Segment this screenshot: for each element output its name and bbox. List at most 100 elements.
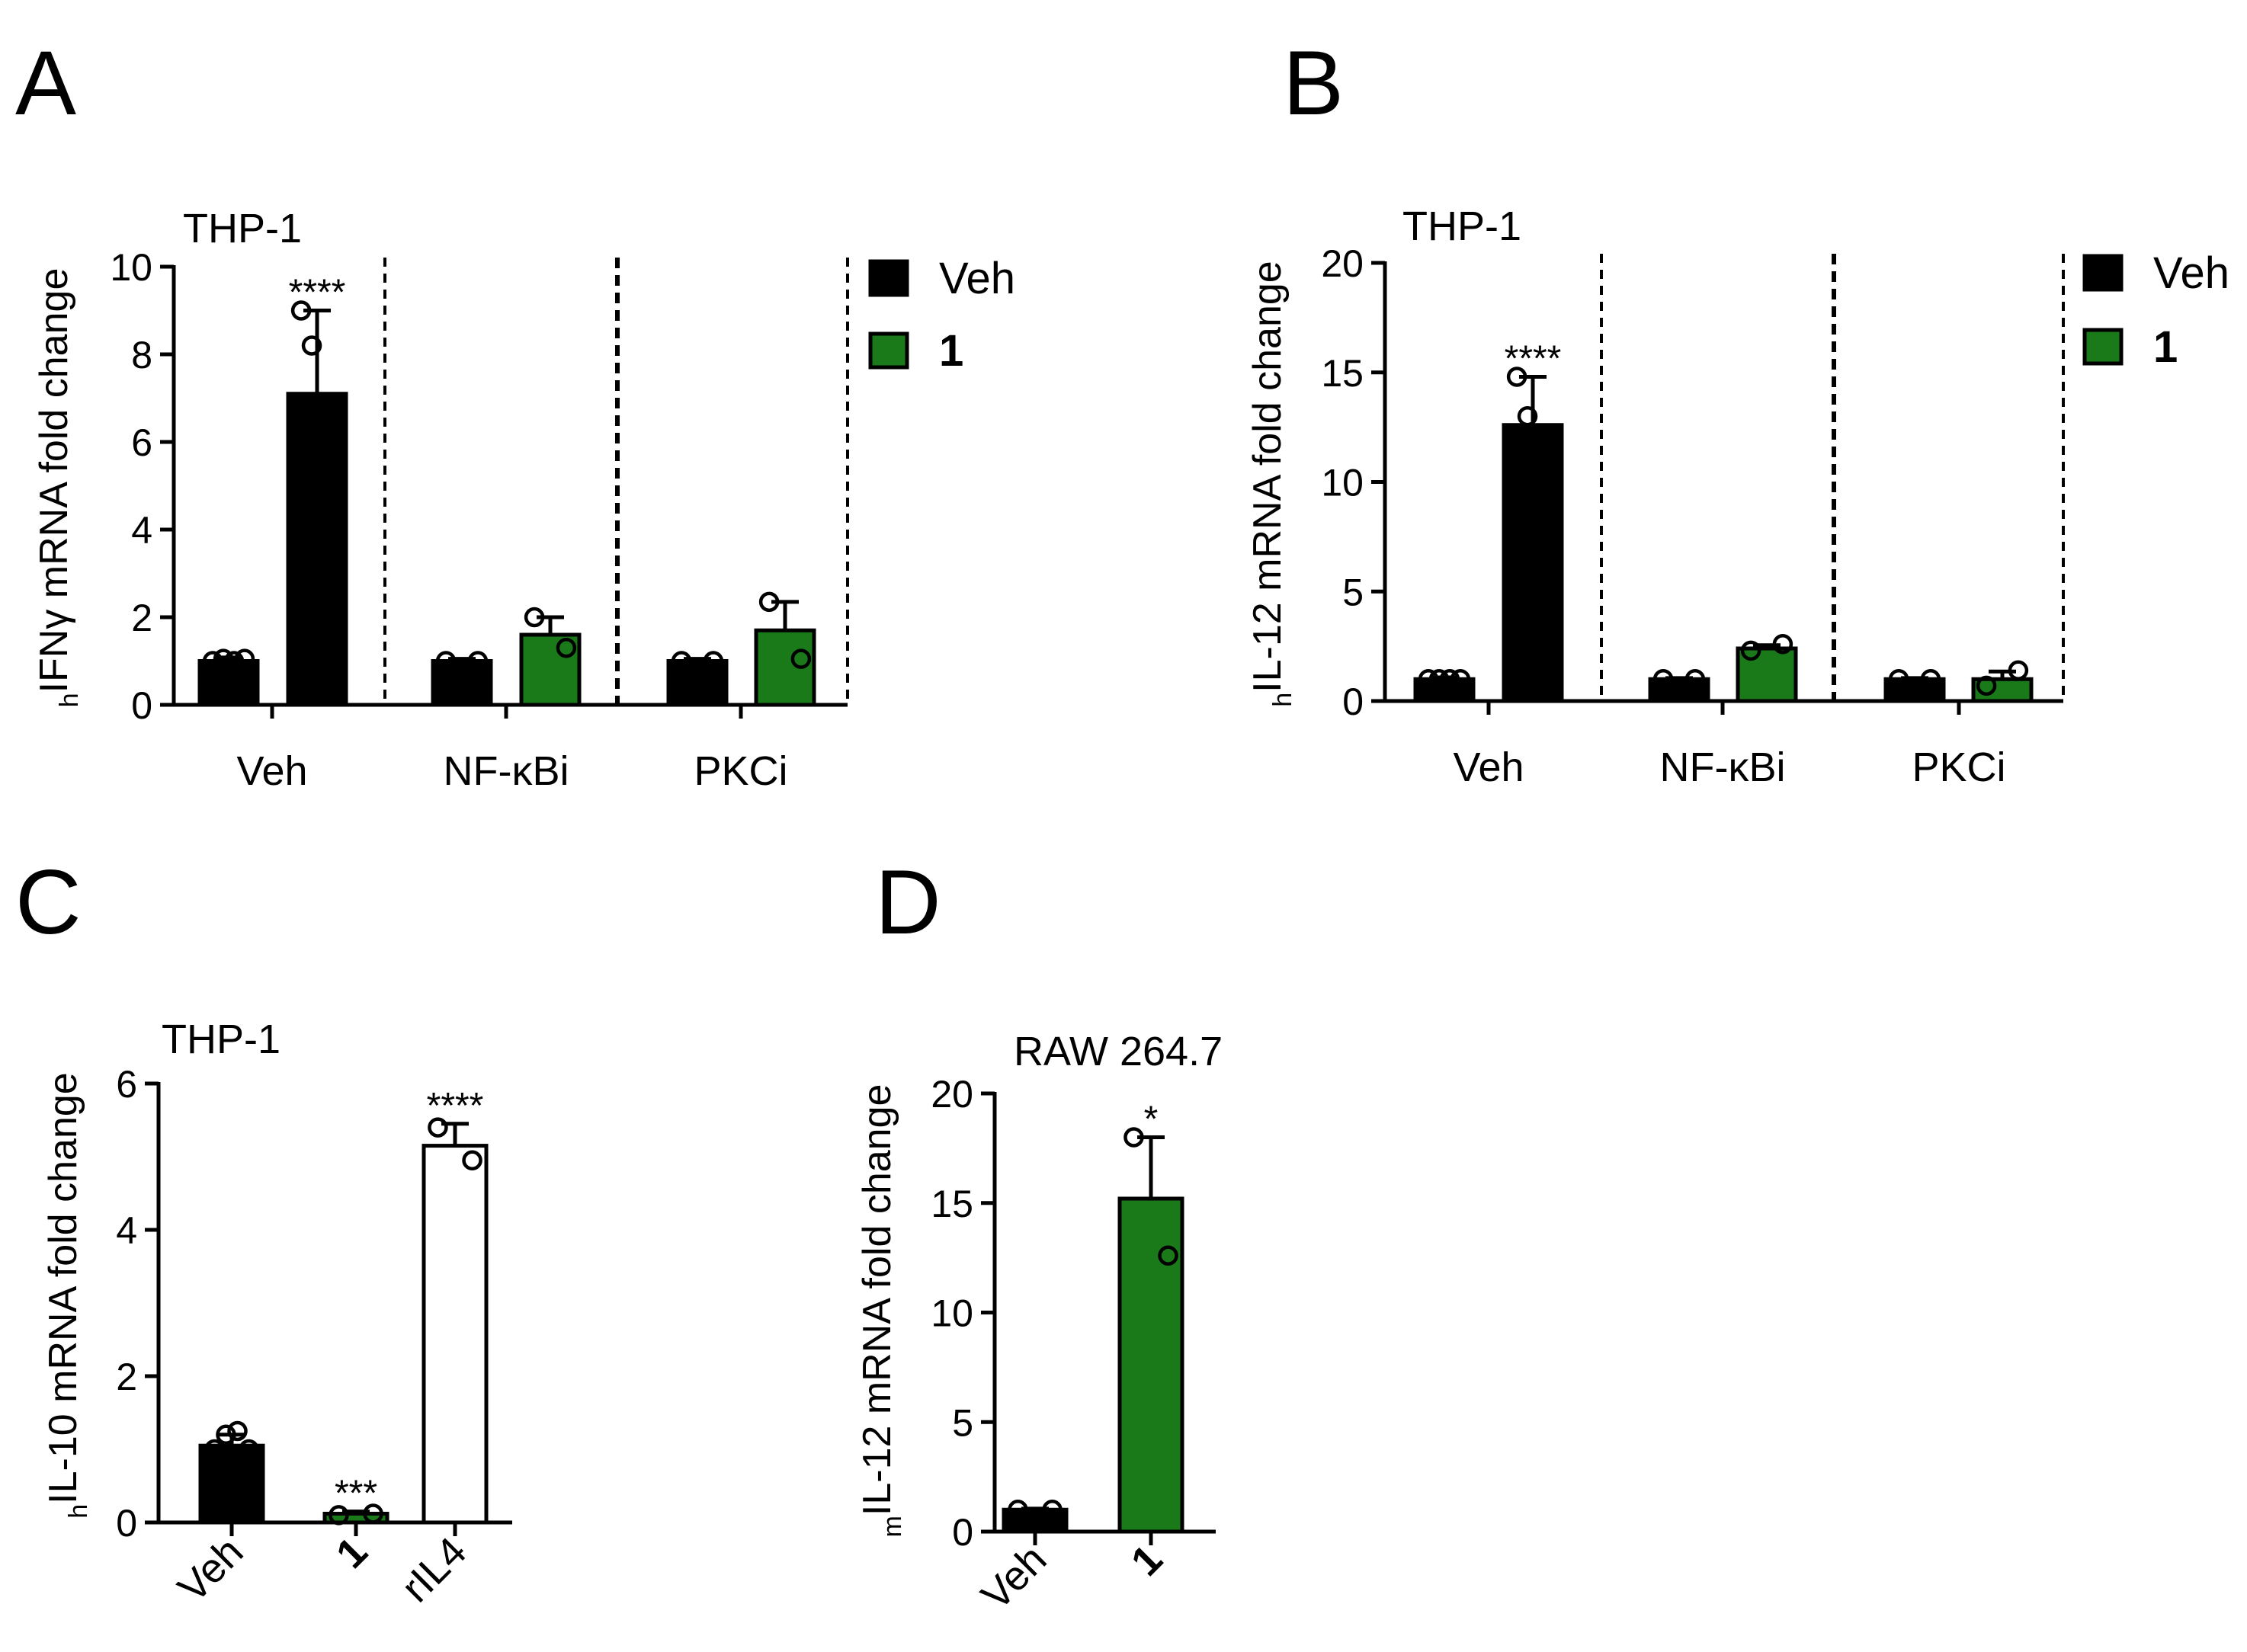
panel-b: B THP-1 hIL-12 mRNA fold change 0 5 10 15 20 ***… xyxy=(1245,32,2229,790)
x-category-label: 1 xyxy=(1123,1536,1172,1585)
chart-subtitle: THP-1 xyxy=(1402,203,1521,249)
bar xyxy=(1971,677,2034,703)
y-axis-label-prefix: h xyxy=(55,693,84,707)
data-point xyxy=(467,651,489,671)
y-tick-label: 0 xyxy=(952,1511,973,1554)
legend-label: 1 xyxy=(2153,322,2178,372)
data-point xyxy=(223,651,245,671)
data-point xyxy=(216,1424,236,1446)
y-tick-label: 20 xyxy=(1321,242,1364,285)
panel-a: A THP-1 hIFNγ mRNA fold change 0 2 4 6 8 10 **** V… xyxy=(15,32,1015,794)
legend-label: 1 xyxy=(939,326,963,376)
data-point xyxy=(1740,640,1761,661)
data-point xyxy=(227,1420,248,1442)
y-tick-label: 6 xyxy=(131,421,152,464)
y-tick-label: 15 xyxy=(1321,352,1364,395)
x-category-label: Veh xyxy=(973,1536,1055,1618)
y-tick-label: 15 xyxy=(931,1183,973,1225)
data-point xyxy=(204,1439,225,1460)
data-point xyxy=(1124,1127,1144,1148)
y-axis-label-prefix: h xyxy=(1268,693,1297,707)
data-point xyxy=(1684,669,1706,690)
x-category-label: NF-κBi xyxy=(1660,744,1786,790)
panel-c: C THP-1 hIL-10 mRNA fold change 0 2 4 6 Veh *** 1… xyxy=(15,851,512,1611)
data-point xyxy=(462,1150,482,1171)
data-point xyxy=(1042,1500,1063,1520)
data-point xyxy=(239,1439,259,1460)
chart-subtitle: RAW 264.7 xyxy=(1014,1029,1223,1074)
panel-letter: D xyxy=(875,851,941,953)
data-point xyxy=(671,651,692,671)
y-axis-label: hIFNγ mRNA fold change xyxy=(32,268,84,708)
x-category-label: Veh xyxy=(236,748,307,794)
bar xyxy=(422,1144,489,1525)
bar xyxy=(1883,677,1946,703)
significance-stars: **** xyxy=(427,1086,484,1126)
y-axis-label-text: IL-10 mRNA fold change xyxy=(41,1072,85,1504)
y-tick-label: 0 xyxy=(131,684,152,727)
legend-label: Veh xyxy=(2153,248,2229,298)
data-point xyxy=(329,1505,349,1526)
y-tick-label: 2 xyxy=(131,597,152,639)
x-category-label: Veh xyxy=(169,1529,252,1611)
data-point xyxy=(428,1117,448,1138)
x-category-label: rIL4 xyxy=(393,1529,475,1611)
data-point xyxy=(1008,1500,1028,1520)
y-tick-label: 4 xyxy=(116,1209,137,1252)
data-point xyxy=(1517,406,1538,427)
bar xyxy=(1502,423,1564,703)
data-point xyxy=(1976,675,1997,696)
y-axis-label: mIL-12 mRNA fold change xyxy=(855,1084,907,1538)
data-point xyxy=(1506,367,1527,387)
y-tick-label: 6 xyxy=(116,1063,137,1106)
significance-stars: *** xyxy=(335,1474,377,1514)
data-point xyxy=(1772,634,1793,655)
y-axis-label: hIL-10 mRNA fold change xyxy=(41,1072,93,1518)
data-point xyxy=(363,1503,383,1524)
data-point xyxy=(1538,437,1559,457)
bar xyxy=(1002,1507,1069,1534)
legend-swatch xyxy=(868,331,909,370)
y-axis-label: hIL-12 mRNA fold change xyxy=(1245,261,1297,706)
significance-stars: **** xyxy=(289,273,346,313)
y-tick-label: 4 xyxy=(131,509,152,552)
data-point xyxy=(1888,669,1909,690)
y-tick-label: 20 xyxy=(931,1073,973,1116)
data-point xyxy=(1527,437,1549,457)
y-tick-label: 10 xyxy=(110,246,152,289)
data-point xyxy=(1428,669,1450,690)
chart-subtitle: THP-1 xyxy=(162,1016,280,1062)
bar xyxy=(519,632,582,707)
y-tick-label: 0 xyxy=(1342,680,1364,723)
data-point xyxy=(524,607,545,628)
y-axis-label-text: IFNγ mRNA fold change xyxy=(32,268,76,693)
legend-swatch xyxy=(2082,328,2124,366)
panel-letter: A xyxy=(15,32,76,134)
x-category-label: 1 xyxy=(328,1529,377,1577)
data-point xyxy=(703,651,724,671)
data-point xyxy=(790,648,812,669)
legend-swatch xyxy=(2082,254,2124,292)
x-category-label: NF-κBi xyxy=(444,748,569,794)
y-axis-label-prefix: m xyxy=(878,1516,907,1537)
bar xyxy=(1648,677,1710,703)
data-point xyxy=(202,651,223,671)
data-point xyxy=(758,591,780,613)
data-point xyxy=(301,335,322,356)
legend-label: Veh xyxy=(939,254,1015,303)
data-point xyxy=(312,423,333,443)
data-point xyxy=(1920,669,1941,690)
data-point xyxy=(1450,669,1471,690)
data-point xyxy=(1439,669,1460,690)
data-point xyxy=(322,458,344,479)
y-axis-label-text: IL-12 mRNA fold change xyxy=(855,1084,899,1516)
legend-swatch xyxy=(868,259,909,297)
y-axis-label-prefix: h xyxy=(64,1504,93,1519)
panel-d: D RAW 264.7 mIL-12 mRNA fold change 0 5 10 15 2… xyxy=(855,851,1223,1618)
x-category-label: PKCi xyxy=(694,748,787,794)
y-axis-label-text: IL-12 mRNA fold change xyxy=(1245,261,1290,693)
x-category-label: Veh xyxy=(1453,744,1524,790)
y-tick-label: 5 xyxy=(952,1401,973,1444)
y-tick-label: 8 xyxy=(131,334,152,376)
